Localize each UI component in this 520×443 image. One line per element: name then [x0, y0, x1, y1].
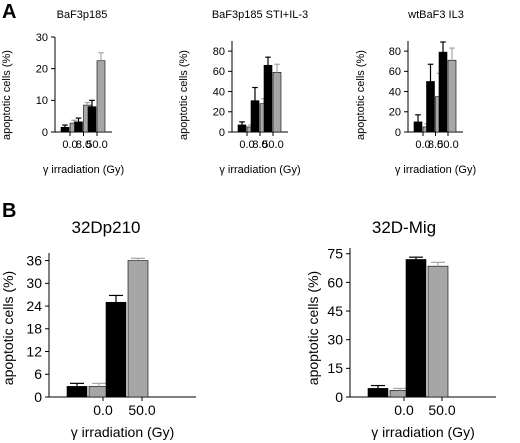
x-tick-label: 8.0 — [252, 139, 267, 151]
y-tick-label: 60 — [389, 66, 401, 78]
y-tick-label: 80 — [389, 46, 401, 58]
chart-title: BaF3p185 — [57, 9, 108, 21]
y-tick-label: 0 — [335, 389, 343, 405]
y-tick-label: 40 — [389, 86, 401, 98]
y-tick-label: 0 — [219, 127, 225, 139]
y-axis-label: apoptotic cells (%) — [0, 271, 16, 385]
panel-label-a: A — [2, 1, 16, 23]
x-tick-label: 0.0 — [62, 139, 77, 151]
x-axis-label: γ irradiation (Gy) — [43, 164, 124, 176]
x-tick-label: 0.0 — [415, 139, 430, 151]
bar-series-1 — [60, 126, 70, 133]
chart-0: BaF3p185 0 10 20 30 0.08.050.0 γ irradiation (… — [1, 9, 124, 176]
chart-4: 32D-Mig 0 15 30 45 60 75 0.0 50.0 γ irradiation (… — [305, 218, 496, 440]
x-tick-label: 0.0 — [93, 402, 113, 418]
bar-series-2 — [447, 59, 457, 133]
x-axis-label: γ irradiation (Gy) — [395, 164, 476, 176]
x-axis-label: γ irradiation (Gy) — [71, 424, 174, 440]
y-axis-label: apoptotic cells (%) — [355, 50, 367, 140]
bar-series-1 — [74, 121, 83, 133]
y-tick-label: 45 — [327, 303, 343, 319]
panel-label-b: B — [2, 200, 16, 222]
y-tick-label: 60 — [213, 66, 225, 78]
bar-series-2 — [427, 265, 449, 398]
bar-series-1 — [367, 388, 389, 398]
y-tick-label: 20 — [213, 107, 225, 119]
chart-2: wtBaF3 IL3 0 20 40 60 80 0.08.050.0 γ irradiati… — [355, 9, 476, 176]
chart-3: 32Dp210 0 6 12 18 24 30 36 0.0 50.0 γ irradiation … — [0, 218, 196, 440]
y-tick-label: 30 — [26, 275, 42, 291]
chart-1: BaF3p185 STI+IL-3 0 20 40 60 80 0.08.050.0 γ ir… — [178, 9, 308, 176]
bar-series-2 — [272, 72, 282, 133]
y-tick-label: 40 — [213, 86, 225, 98]
y-tick-label: 60 — [327, 274, 343, 290]
bar-series-1 — [413, 121, 423, 133]
x-tick-label: 8.0 — [76, 139, 91, 151]
x-axis-label: γ irradiation (Gy) — [219, 164, 300, 176]
y-tick-label: 0 — [42, 127, 48, 139]
x-tick-label: 50.0 — [428, 402, 455, 418]
bar-series-1 — [105, 301, 127, 398]
x-tick-label: 0.0 — [239, 139, 254, 151]
bar-series-1 — [426, 81, 435, 133]
bar-series-2 — [96, 60, 106, 133]
bar-series-1 — [263, 64, 273, 133]
y-tick-label: 30 — [327, 332, 343, 348]
y-tick-label: 15 — [327, 360, 343, 376]
chart-title: 32Dp210 — [71, 218, 140, 237]
x-tick-label: 8.0 — [428, 139, 443, 151]
y-tick-label: 20 — [389, 107, 401, 119]
y-tick-label: 24 — [26, 298, 42, 314]
chart-title: BaF3p185 STI+IL-3 — [212, 9, 308, 21]
bar-series-1 — [250, 100, 260, 133]
y-tick-label: 12 — [26, 343, 42, 359]
x-tick-label: 50.0 — [437, 139, 458, 151]
y-tick-label: 75 — [327, 246, 343, 262]
bar-series-1 — [405, 259, 427, 398]
bar-series-1 — [66, 386, 88, 398]
y-tick-label: 18 — [26, 321, 42, 337]
y-axis-label: apoptotic cells (%) — [178, 50, 190, 140]
bar-series-2 — [127, 260, 149, 398]
y-axis-label: apoptotic cells (%) — [1, 50, 13, 140]
bar-series-1 — [237, 124, 247, 133]
y-tick-label: 6 — [34, 366, 42, 382]
x-tick-label: 0.0 — [394, 402, 414, 418]
chart-title: wtBaF3 IL3 — [407, 9, 464, 21]
y-tick-label: 30 — [36, 32, 48, 44]
y-tick-label: 80 — [213, 46, 225, 58]
x-axis-label: γ irradiation (Gy) — [371, 424, 474, 440]
y-tick-label: 10 — [36, 95, 48, 107]
y-axis-label: apoptotic cells (%) — [305, 271, 321, 385]
y-tick-label: 0 — [395, 127, 401, 139]
y-tick-label: 0 — [34, 389, 42, 405]
chart-title: 32D-Mig — [372, 218, 436, 237]
bar-series-1 — [87, 106, 97, 133]
bar-series-1 — [438, 51, 448, 133]
x-tick-label: 50.0 — [86, 139, 107, 151]
y-tick-label: 36 — [26, 252, 42, 268]
x-tick-label: 50.0 — [262, 139, 283, 151]
x-tick-label: 50.0 — [128, 402, 155, 418]
y-tick-label: 20 — [36, 64, 48, 76]
